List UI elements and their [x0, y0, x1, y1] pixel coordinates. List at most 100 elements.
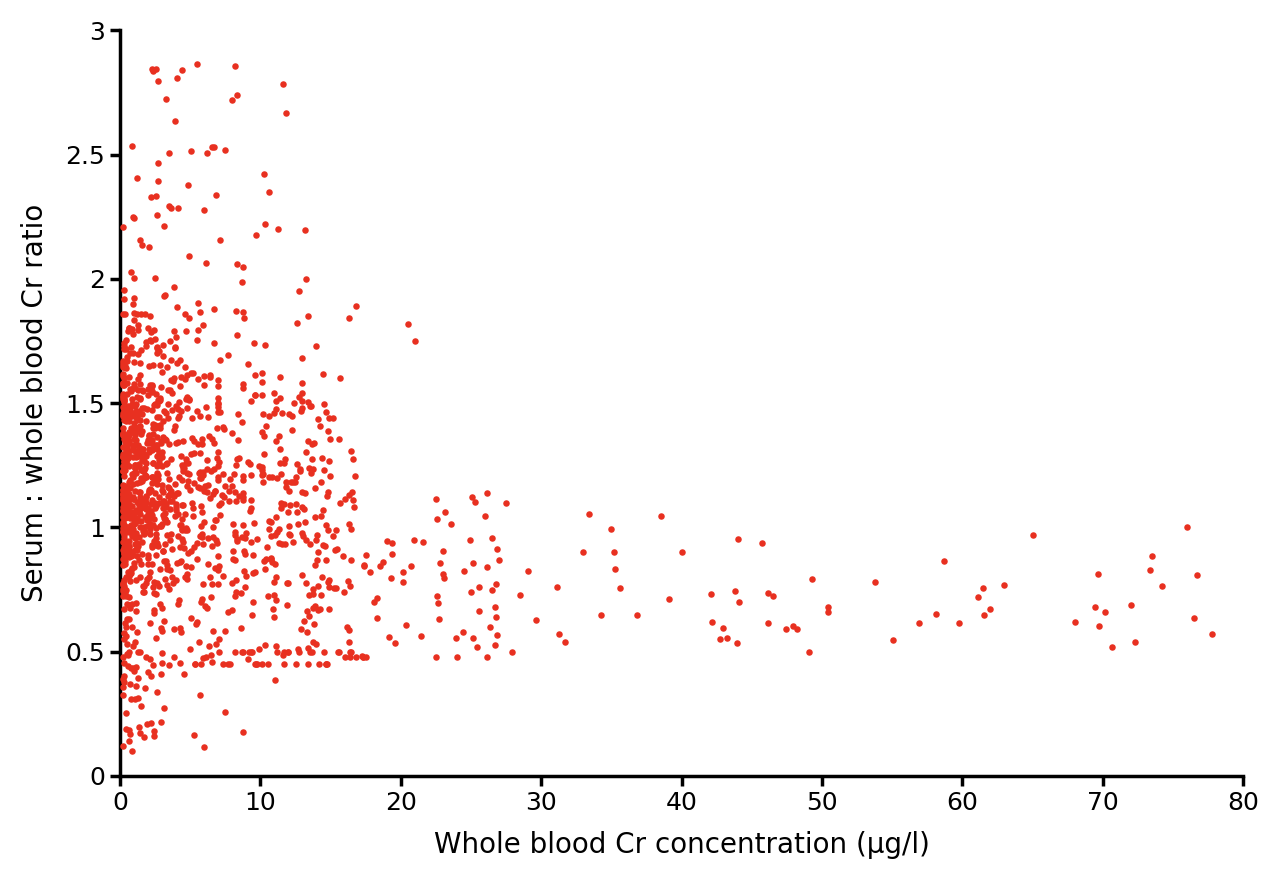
Point — [125, 597, 146, 611]
Point — [251, 460, 271, 474]
Point — [241, 494, 261, 508]
Point — [355, 559, 375, 573]
Point — [352, 649, 372, 663]
Point — [156, 466, 177, 480]
Point — [137, 519, 157, 533]
Point — [367, 612, 388, 626]
Point — [127, 510, 147, 524]
Point — [238, 455, 259, 469]
Point — [212, 466, 233, 480]
Point — [147, 536, 168, 550]
Point — [338, 574, 358, 588]
Point — [113, 576, 133, 590]
Point — [146, 631, 166, 645]
Point — [269, 536, 289, 550]
Point — [207, 405, 228, 419]
Point — [119, 425, 140, 439]
Point — [380, 571, 401, 585]
Point — [172, 370, 192, 384]
Point — [113, 483, 133, 497]
Point — [430, 556, 451, 570]
Point — [264, 611, 284, 625]
Point — [123, 450, 143, 464]
Point — [671, 546, 691, 560]
Point — [198, 429, 219, 443]
Point — [123, 312, 143, 326]
Point — [346, 649, 366, 664]
Point — [119, 473, 140, 487]
Point — [166, 500, 187, 514]
Point — [193, 515, 214, 529]
Point — [154, 218, 174, 232]
Point — [150, 562, 170, 576]
Point — [467, 640, 488, 654]
Point — [142, 427, 163, 441]
Point — [205, 484, 225, 498]
Point — [143, 417, 164, 431]
Point — [125, 458, 146, 472]
Point — [259, 522, 279, 536]
Point — [233, 489, 253, 503]
Point — [207, 444, 228, 458]
Point — [312, 451, 333, 466]
Point — [343, 451, 364, 466]
Point — [214, 657, 234, 671]
Point — [156, 515, 177, 529]
Point — [603, 545, 623, 559]
Point — [145, 442, 165, 456]
Point — [116, 354, 137, 368]
Point — [114, 492, 134, 506]
Point — [340, 522, 361, 536]
Point — [127, 437, 147, 451]
Point — [115, 359, 136, 373]
Point — [200, 491, 220, 505]
Point — [360, 566, 380, 580]
Point — [221, 604, 242, 618]
Point — [241, 501, 261, 515]
Point — [155, 500, 175, 514]
Point — [191, 519, 211, 533]
Point — [172, 498, 192, 512]
Point — [590, 608, 611, 622]
Point — [159, 199, 179, 213]
Point — [140, 507, 160, 521]
Point — [170, 353, 191, 367]
Point — [113, 521, 133, 535]
Point — [308, 657, 329, 671]
Point — [206, 533, 227, 547]
Point — [118, 499, 138, 513]
Point — [129, 392, 150, 406]
Point — [335, 492, 356, 506]
Point — [252, 407, 273, 422]
Point — [159, 657, 179, 671]
Point — [225, 584, 246, 598]
Point — [148, 343, 169, 357]
Point — [138, 518, 159, 532]
Point — [113, 392, 133, 407]
Point — [486, 628, 507, 642]
Point — [113, 458, 133, 473]
Point — [201, 649, 221, 663]
Point — [310, 602, 330, 616]
Point — [124, 664, 145, 678]
Point — [297, 604, 317, 618]
Point — [278, 518, 298, 532]
Point — [140, 482, 160, 496]
Point — [152, 459, 173, 473]
Point — [233, 381, 253, 395]
Point — [232, 414, 252, 429]
X-axis label: Whole blood Cr concentration (μg/l): Whole blood Cr concentration (μg/l) — [434, 832, 929, 859]
Point — [244, 564, 265, 578]
Point — [118, 370, 138, 385]
Point — [140, 616, 160, 630]
Point — [257, 657, 278, 671]
Point — [264, 385, 284, 400]
Point — [296, 445, 316, 459]
Point — [124, 483, 145, 497]
Point — [184, 446, 205, 460]
Point — [122, 529, 142, 543]
Point — [275, 474, 296, 488]
Point — [147, 392, 168, 407]
Point — [296, 533, 316, 547]
Point — [165, 340, 186, 354]
